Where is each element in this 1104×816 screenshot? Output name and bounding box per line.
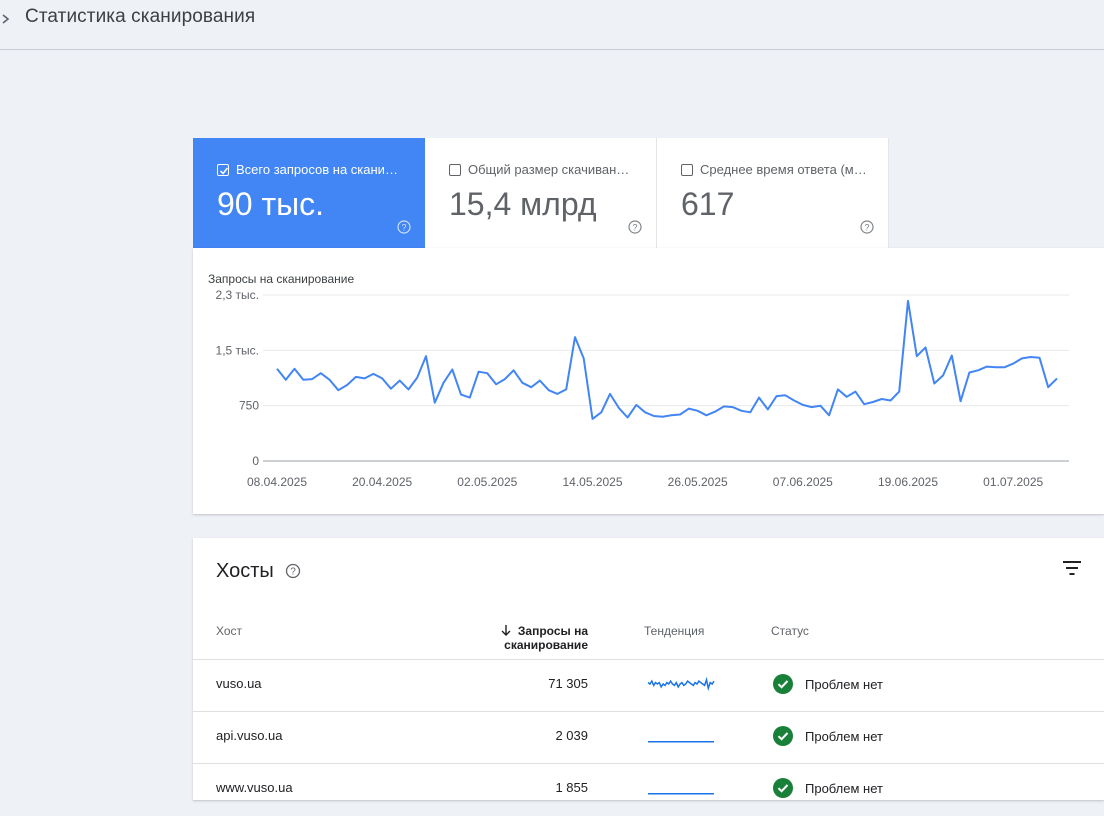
table-row[interactable]: www.vuso.ua 1 855 Проблем нет (193, 763, 1104, 816)
svg-text:?: ? (290, 567, 296, 578)
x-tick-label: 02.05.2025 (457, 475, 517, 489)
series-line (277, 301, 1057, 419)
host-requests: 2 039 (421, 728, 588, 743)
metric-label: Всего запросов на скани… (236, 162, 406, 177)
hosts-card: Хосты ? Хост Запросы на сканирование Тен… (193, 538, 1104, 800)
x-tick-label: 01.07.2025 (983, 475, 1043, 489)
host-name: www.vuso.ua (216, 780, 293, 795)
trend-sparkline (646, 720, 716, 750)
host-name: vuso.ua (216, 676, 262, 691)
page-header: Статистика сканирования (0, 0, 1104, 50)
x-tick-label: 08.04.2025 (247, 475, 307, 489)
host-name: api.vuso.ua (216, 728, 283, 743)
trend-sparkline (646, 772, 716, 802)
column-header-trend: Тенденция (644, 624, 704, 638)
metric-label: Общий размер скачиван… (468, 162, 638, 177)
metric-total-requests[interactable]: Всего запросов на скани… 90 тыс. ? (193, 138, 425, 248)
sparkline-path (648, 680, 714, 689)
host-status: Проблем нет (805, 781, 883, 796)
arrow-down-icon (500, 624, 512, 637)
check-circle-icon (773, 778, 793, 798)
host-status: Проблем нет (805, 677, 883, 692)
help-icon[interactable]: ? (285, 563, 301, 579)
line-chart[interactable]: 0 750 1,5 тыс. 2,3 тыс. 08.04.2025 20.04.2025… (193, 248, 1104, 514)
filter-icon[interactable] (1062, 560, 1082, 576)
x-tick-label: 19.06.2025 (878, 475, 938, 489)
svg-text:?: ? (864, 223, 869, 233)
page-title: Статистика сканирования (25, 6, 255, 28)
y-tick-label: 1,5 тыс. (216, 343, 259, 357)
metric-value: 15,4 млрд (449, 186, 597, 223)
help-icon[interactable]: ? (860, 220, 874, 234)
chevron-right-icon[interactable] (0, 10, 14, 28)
column-header-host[interactable]: Хост (216, 624, 242, 638)
host-requests: 1 855 (421, 780, 588, 795)
svg-text:?: ? (401, 223, 406, 233)
check-circle-icon (773, 726, 793, 746)
column-header-requests[interactable]: Запросы на сканирование (421, 624, 588, 652)
x-tick-label: 26.05.2025 (668, 475, 728, 489)
table-row[interactable]: vuso.ua 71 305 Проблем нет (193, 659, 1104, 712)
metric-response-time[interactable]: Среднее время ответа (м… 617 ? (657, 138, 889, 248)
x-tick-label: 20.04.2025 (352, 475, 412, 489)
checkbox-icon[interactable] (449, 164, 461, 176)
metric-download-size[interactable]: Общий размер скачиван… 15,4 млрд ? (425, 138, 657, 248)
checkbox-checked-icon[interactable] (217, 164, 229, 176)
x-tick-label: 07.06.2025 (773, 475, 833, 489)
metric-value: 90 тыс. (217, 186, 324, 223)
y-tick-label: 750 (239, 399, 259, 413)
check-circle-icon (773, 674, 793, 694)
x-tick-label: 14.05.2025 (562, 475, 622, 489)
help-icon[interactable]: ? (628, 220, 642, 234)
help-icon[interactable]: ? (397, 220, 411, 234)
host-requests: 71 305 (421, 676, 588, 691)
trend-sparkline (646, 668, 716, 698)
y-tick-label: 2,3 тыс. (216, 288, 259, 302)
svg-text:?: ? (632, 223, 637, 233)
table-row[interactable]: api.vuso.ua 2 039 Проблем нет (193, 711, 1104, 764)
checkbox-icon[interactable] (681, 164, 693, 176)
metric-label: Среднее время ответа (м… (700, 162, 870, 177)
hosts-title: Хосты (216, 560, 274, 583)
column-header-label: Запросы на сканирование (504, 624, 588, 652)
metric-value: 617 (681, 186, 734, 223)
y-tick-label: 0 (252, 454, 259, 468)
column-header-status[interactable]: Статус (771, 624, 809, 638)
host-status: Проблем нет (805, 729, 883, 744)
